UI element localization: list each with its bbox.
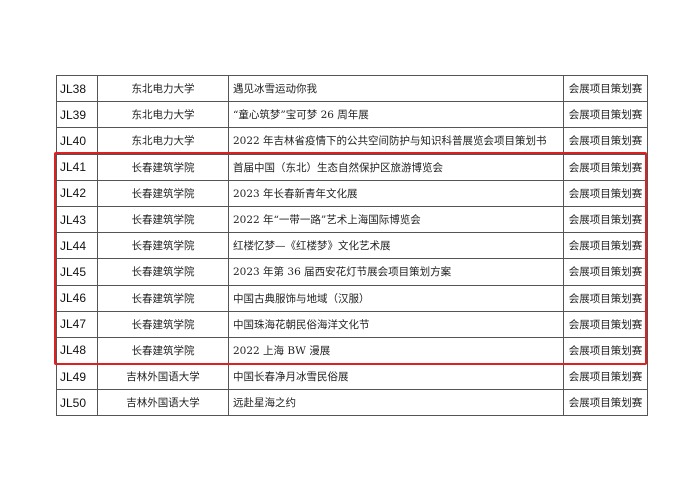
table-row: JL41 长春建筑学院 首届中国（东北）生态自然保护区旅游博览会 会展项目策划赛 — [56, 153, 648, 181]
project-title: 2023 年第 36 届西安花灯节展会项目策划方案 — [228, 258, 564, 286]
entry-id: JL45 — [56, 258, 98, 286]
table-row: JL40 东北电力大学 2022 年吉林省疫情下的公共空间防护与知识科普展览会项目策… — [56, 127, 648, 155]
school-name: 东北电力大学 — [97, 74, 229, 103]
entry-id: JL48 — [56, 336, 98, 365]
category: 会展项目策划赛 — [563, 336, 648, 365]
project-title: 中国珠海花朝民俗海洋文化节 — [228, 310, 564, 338]
entry-id: JL42 — [56, 179, 98, 207]
school-name: 长春建筑学院 — [97, 336, 229, 365]
school-name: 吉林外国语大学 — [97, 363, 229, 391]
project-title: 中国古典服饰与地域（汉服） — [228, 284, 564, 312]
category: 会展项目策划赛 — [563, 153, 648, 181]
category: 会展项目策划赛 — [563, 101, 648, 129]
school-name: 长春建筑学院 — [97, 153, 229, 181]
category: 会展项目策划赛 — [563, 310, 648, 338]
entry-id: JL39 — [56, 101, 98, 129]
project-title: 2022 年“一带一路”艺术上海国际博览会 — [228, 205, 564, 234]
table-row: JL50 吉林外国语大学 远赴星海之约 会展项目策划赛 — [56, 389, 648, 417]
school-name: 长春建筑学院 — [97, 179, 229, 207]
entry-id: JL40 — [56, 127, 98, 155]
school-name: 长春建筑学院 — [97, 205, 229, 234]
school-name: 长春建筑学院 — [97, 258, 229, 286]
category: 会展项目策划赛 — [563, 127, 648, 155]
project-title: 遇见冰雪运动你我 — [228, 74, 564, 103]
table-row: JL42 长春建筑学院 2023 年长春新青年文化展 会展项目策划赛 — [56, 179, 648, 207]
entry-id: JL44 — [56, 232, 98, 260]
project-title: 2022 年吉林省疫情下的公共空间防护与知识科普展览会项目策划书 — [228, 127, 564, 155]
project-title: 远赴星海之约 — [228, 389, 564, 417]
category: 会展项目策划赛 — [563, 258, 648, 286]
entry-id: JL47 — [56, 310, 98, 338]
table-row: JL38 东北电力大学 遇见冰雪运动你我 会展项目策划赛 — [56, 74, 648, 103]
category: 会展项目策划赛 — [563, 363, 648, 391]
school-name: 长春建筑学院 — [97, 284, 229, 312]
entries-table: JL38 东北电力大学 遇见冰雪运动你我 会展项目策划赛 JL39 东北电力大学 “童心筑梦… — [56, 74, 648, 417]
entry-id: JL38 — [56, 74, 98, 103]
school-name: 吉林外国语大学 — [97, 389, 229, 417]
table-row: JL45 长春建筑学院 2023 年第 36 届西安花灯节展会项目策划方案 会展项目策… — [56, 258, 648, 286]
table-row: JL48 长春建筑学院 2022 上海 BW 漫展 会展项目策划赛 — [56, 336, 648, 365]
project-title: 首届中国（东北）生态自然保护区旅游博览会 — [228, 153, 564, 181]
entry-id: JL43 — [56, 205, 98, 234]
project-title: 红楼忆梦—《红楼梦》文化艺术展 — [228, 232, 564, 260]
entry-id: JL49 — [56, 363, 98, 391]
category: 会展项目策划赛 — [563, 205, 648, 234]
entry-id: JL50 — [56, 389, 98, 417]
school-name: 东北电力大学 — [97, 127, 229, 155]
table-row: JL46 长春建筑学院 中国古典服饰与地域（汉服） 会展项目策划赛 — [56, 284, 648, 312]
table-row: JL39 东北电力大学 “童心筑梦”宝可梦 26 周年展 会展项目策划赛 — [56, 101, 648, 129]
project-title: 中国长春净月冰雪民俗展 — [228, 363, 564, 391]
school-name: 长春建筑学院 — [97, 232, 229, 260]
category: 会展项目策划赛 — [563, 179, 648, 207]
category: 会展项目策划赛 — [563, 284, 648, 312]
entry-id: JL41 — [56, 153, 98, 181]
table-row: JL43 长春建筑学院 2022 年“一带一路”艺术上海国际博览会 会展项目策划赛 — [56, 205, 648, 234]
project-title: “童心筑梦”宝可梦 26 周年展 — [228, 101, 564, 129]
category: 会展项目策划赛 — [563, 389, 648, 417]
entry-id: JL46 — [56, 284, 98, 312]
table-row: JL47 长春建筑学院 中国珠海花朝民俗海洋文化节 会展项目策划赛 — [56, 310, 648, 338]
table-row: JL44 长春建筑学院 红楼忆梦—《红楼梦》文化艺术展 会展项目策划赛 — [56, 232, 648, 260]
category: 会展项目策划赛 — [563, 74, 648, 103]
table-row: JL49 吉林外国语大学 中国长春净月冰雪民俗展 会展项目策划赛 — [56, 363, 648, 391]
school-name: 东北电力大学 — [97, 101, 229, 129]
project-title: 2022 上海 BW 漫展 — [228, 336, 564, 365]
school-name: 长春建筑学院 — [97, 310, 229, 338]
category: 会展项目策划赛 — [563, 232, 648, 260]
project-title: 2023 年长春新青年文化展 — [228, 179, 564, 207]
